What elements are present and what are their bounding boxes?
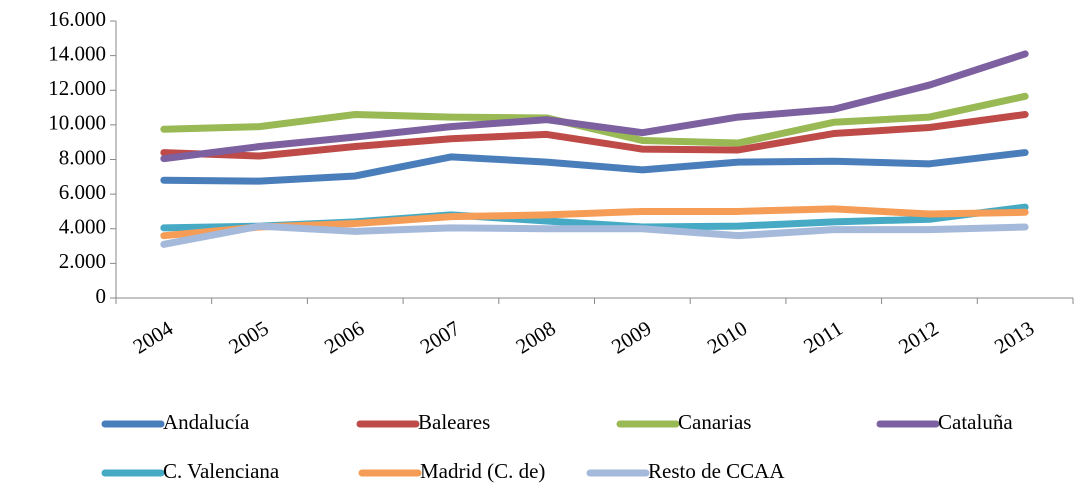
y-tick-label: 8.000 [59, 145, 106, 169]
y-tick-label: 12.000 [48, 76, 106, 100]
legend-label: Andalucía [163, 410, 250, 434]
x-tick-label: 2007 [416, 316, 464, 359]
y-tick-label: 6.000 [59, 180, 106, 204]
y-tick-label: 2.000 [59, 249, 106, 273]
x-tick-label: 2008 [512, 316, 560, 359]
legend-label: Resto de CCAA [648, 459, 785, 483]
series-line [160, 149, 1029, 185]
series-line [160, 50, 1029, 163]
x-tick-label: 2009 [607, 316, 655, 359]
series-line [160, 222, 1029, 248]
x-tick-label: 2010 [703, 316, 751, 359]
x-tick-label: 2013 [990, 316, 1038, 359]
legend-label: Cataluña [938, 410, 1013, 434]
series-line [160, 110, 1029, 160]
series-line [160, 92, 1029, 147]
legend-label: Baleares [418, 410, 490, 434]
y-tick-label: 16.000 [48, 7, 106, 31]
legend-label: Madrid (C. de) [420, 459, 545, 483]
x-tick-label: 2005 [224, 316, 272, 359]
x-tick-label: 2004 [129, 316, 178, 359]
x-tick-label: 2011 [799, 316, 847, 358]
y-tick-label: 0 [96, 284, 107, 308]
legend-label: Canarias [678, 410, 751, 434]
y-tick-label: 4.000 [59, 215, 106, 239]
y-tick-label: 14.000 [48, 41, 106, 65]
x-tick-label: 2012 [894, 316, 942, 359]
x-tick-label: 2006 [320, 316, 368, 359]
y-tick-label: 10.000 [48, 111, 106, 135]
legend-label: C. Valenciana [163, 459, 280, 483]
